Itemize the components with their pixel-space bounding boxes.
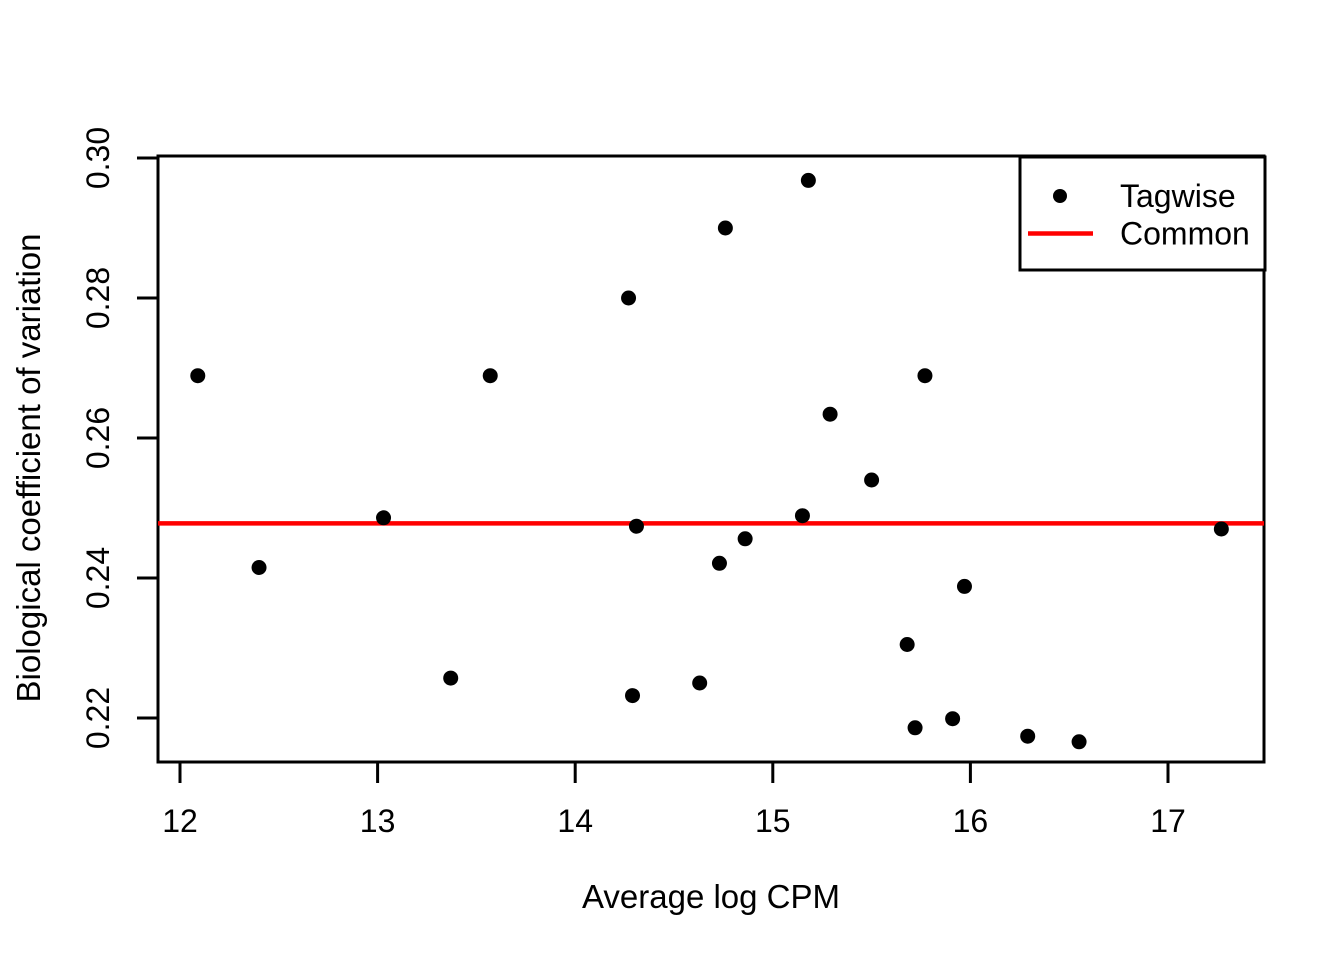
data-point xyxy=(443,670,459,686)
data-point xyxy=(376,510,392,526)
plot-border xyxy=(156,154,1266,764)
y-axis-title: Biological coefficient of variation xyxy=(10,234,47,703)
x-tick-label: 16 xyxy=(953,803,989,839)
data-point xyxy=(1020,728,1036,744)
x-tick-label: 14 xyxy=(557,803,593,839)
y-tick-label: 0.30 xyxy=(80,127,116,189)
data-point xyxy=(822,406,838,422)
data-point xyxy=(907,720,923,736)
data-point xyxy=(190,368,206,384)
data-point xyxy=(1071,734,1087,750)
data-point xyxy=(794,508,810,524)
y-tick-label: 0.28 xyxy=(80,267,116,329)
data-point xyxy=(692,675,708,691)
data-point xyxy=(899,637,915,652)
x-tick-label: 17 xyxy=(1150,803,1186,839)
legend-box xyxy=(1018,155,1267,272)
data-point xyxy=(717,220,733,236)
data-point xyxy=(711,555,727,571)
x-axis-title: Average log CPM xyxy=(582,878,840,915)
x-tick-label: 12 xyxy=(162,803,198,839)
data-point xyxy=(956,578,972,594)
legend-item-label: Tagwise xyxy=(1120,178,1236,214)
legend-item-label: Common xyxy=(1120,216,1250,252)
data-point xyxy=(864,472,880,488)
data-point xyxy=(251,560,267,575)
data-point xyxy=(737,531,753,547)
legend-point-marker xyxy=(1053,189,1067,203)
x-tick-label: 13 xyxy=(360,803,396,839)
y-tick-label: 0.24 xyxy=(80,547,116,609)
data-point xyxy=(621,290,637,306)
data-point xyxy=(945,711,961,727)
data-point xyxy=(1213,521,1229,537)
data-point xyxy=(625,688,641,704)
data-point xyxy=(800,172,816,188)
data-point xyxy=(917,368,933,384)
x-tick-label: 15 xyxy=(755,803,791,839)
y-tick-label: 0.22 xyxy=(80,687,116,749)
data-point xyxy=(628,518,644,534)
y-tick-label: 0.26 xyxy=(80,407,116,469)
data-point xyxy=(482,368,498,384)
